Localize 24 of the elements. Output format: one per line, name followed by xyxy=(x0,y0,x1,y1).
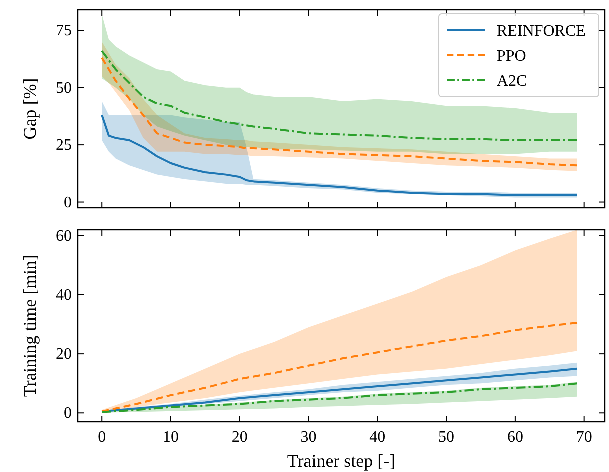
y-axis-title: Gap [%] xyxy=(20,78,40,140)
x-tick-label: 70 xyxy=(576,429,592,446)
x-tick-label: 0 xyxy=(98,429,106,446)
line-series xyxy=(101,50,578,142)
x-tick-label: 30 xyxy=(300,429,317,446)
y-tick-label: 50 xyxy=(56,80,72,97)
y-tick-label: 25 xyxy=(56,137,72,154)
y-tick-label: 60 xyxy=(56,228,72,245)
y-tick-label: 0 xyxy=(64,194,72,212)
y-tick-label: 0 xyxy=(64,405,72,422)
x-tick-label: 60 xyxy=(507,429,524,446)
x-tick-label: 10 xyxy=(163,429,179,446)
legend-label: REINFORCE xyxy=(497,23,586,40)
line-series xyxy=(101,322,578,413)
y-tick-label: 75 xyxy=(56,22,72,40)
x-tick-label: 40 xyxy=(370,429,386,446)
y-tick-label: 20 xyxy=(56,346,72,364)
y-tick-label: 40 xyxy=(56,286,72,304)
x-tick-label: 20 xyxy=(232,429,248,446)
y-axis-title: Training time [min] xyxy=(20,254,40,398)
x-axis-title: Trainer step [-] xyxy=(287,451,396,471)
legend-label: A2C xyxy=(497,73,528,90)
legend-label: PPO xyxy=(497,48,526,65)
x-tick-label: 50 xyxy=(438,429,455,446)
